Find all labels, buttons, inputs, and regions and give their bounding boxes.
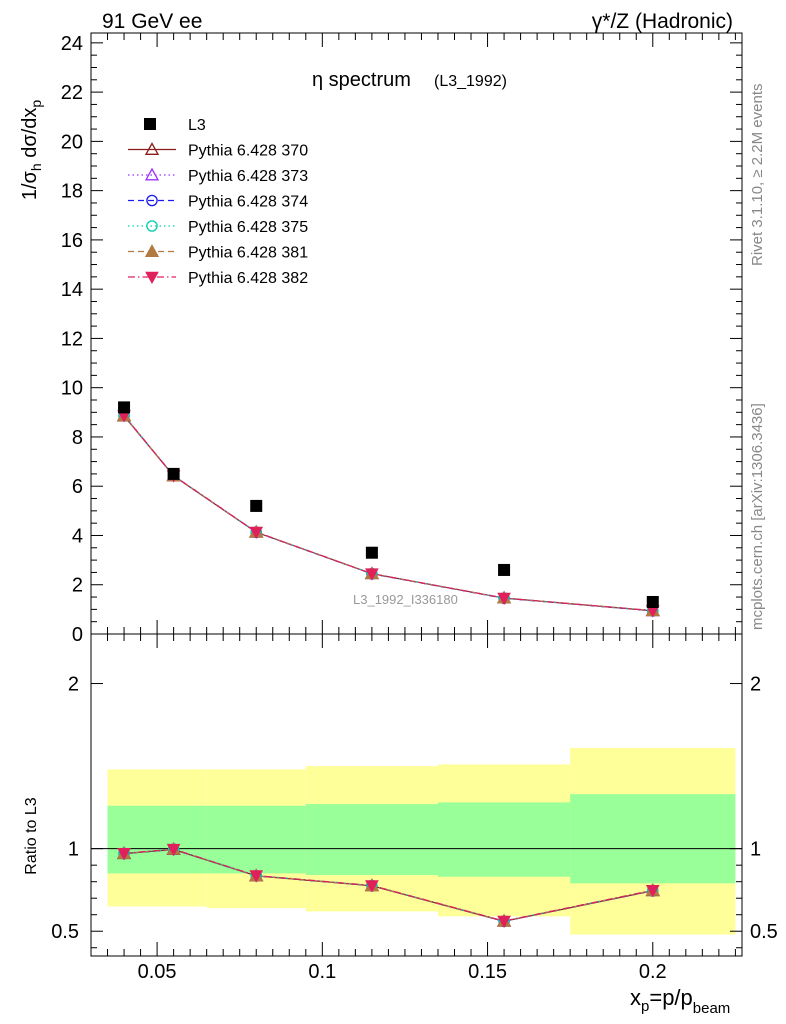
- main-ytick-label: 12: [61, 328, 83, 350]
- ratio-point-382: [249, 870, 264, 883]
- main-ytick-label: 22: [61, 82, 83, 104]
- data-point: [365, 546, 378, 559]
- main-ytick-label: 6: [72, 476, 83, 498]
- legend-marker: [146, 220, 158, 232]
- main-ytick-label: 10: [61, 378, 83, 400]
- xtick-label: 0.2: [639, 961, 667, 983]
- ratio-series-lines: [123, 848, 653, 922]
- ratio-point-382: [166, 843, 181, 857]
- ratio-frame: [90, 633, 743, 957]
- main-ytick-label: 16: [61, 230, 83, 252]
- legend-marker-data: [144, 118, 156, 130]
- legend-marker: [144, 244, 160, 257]
- rivet-label: Rivet 3.1.10, ≥ 2.2M events: [749, 84, 766, 267]
- legend-label: Pythia 6.428 375: [188, 219, 308, 236]
- inner-band: [107, 805, 207, 874]
- main-ytick-label: 2: [72, 575, 83, 597]
- main-ytick-label: 4: [72, 525, 83, 547]
- xtick-label: 0.1: [308, 961, 336, 983]
- mc-line-375: [123, 414, 653, 612]
- ratio-axes: 0.5 0.5 1 1 2 2 0.05 0.1 0.15 0.2: [51, 634, 778, 983]
- main-ytick-label: 0: [72, 624, 83, 646]
- ratio-ytick-label-right: 2: [750, 674, 761, 696]
- main-title-text: η spectrum: [312, 69, 411, 91]
- mc-line-370: [123, 415, 653, 612]
- mc-line-382: [123, 415, 653, 612]
- ratio-ytick-label-right: 0.5: [750, 921, 778, 943]
- uncertainty-bands: [107, 747, 736, 935]
- ratio-point-382: [645, 884, 660, 898]
- main-watermark: L3_1992_I336180: [353, 592, 458, 607]
- ratio-ytick-label: 1: [68, 839, 79, 861]
- data-point: [646, 595, 659, 608]
- legend-marker: [146, 194, 158, 207]
- main-ytick-label: 24: [61, 33, 83, 55]
- mc-line-373: [123, 415, 653, 612]
- main-title: η spectrum (L3_1992): [312, 69, 507, 91]
- svg-text:1/σh dσ/dxp: 1/σh dσ/dxp: [19, 100, 44, 201]
- ratio-point-382: [117, 847, 131, 861]
- data-point: [498, 563, 511, 576]
- data-point: [250, 499, 263, 512]
- legend-marker: [145, 271, 159, 285]
- inner-band: [305, 804, 438, 876]
- inner-band: [437, 802, 571, 877]
- inner-band: [570, 794, 736, 884]
- legend-label: Pythia 6.428 381: [188, 245, 308, 262]
- mc-line-381: [123, 415, 653, 612]
- mc-point-382: [497, 592, 511, 606]
- mcplots-label: mcplots.cern.ch [arXiv:1306.3436]: [749, 403, 766, 630]
- legend-label-data: L3: [188, 117, 206, 134]
- legend-label: Pythia 6.428 373: [188, 168, 308, 185]
- legend-marker: [144, 167, 160, 181]
- main-ytick-label: 18: [61, 181, 83, 203]
- svg-text:xp=p/pbeam: xp=p/pbeam: [630, 985, 730, 1017]
- main-ytick-label: 14: [61, 279, 83, 301]
- main-title-suffix: (L3_1992): [434, 73, 507, 90]
- ratio-point-382: [497, 915, 511, 929]
- ratio-series-markers: [116, 841, 660, 929]
- ratio-ylabel: Ratio to L3: [23, 797, 40, 874]
- legend-label: Pythia 6.428 374: [188, 194, 308, 211]
- mc-point-382: [249, 526, 264, 540]
- xtick-label: 0.05: [138, 961, 177, 983]
- xtick-label: 0.15: [468, 961, 507, 983]
- legend-label: Pythia 6.428 370: [188, 143, 308, 160]
- x-axis-label: xp=p/pbeam: [630, 985, 730, 1017]
- legend: L3 Pythia 6.428 370 Pythia 6.428 373 Pythia…: [128, 117, 308, 287]
- mc-series-markers: [116, 408, 660, 618]
- ratio-plot-panel: 0.5 0.5 1 1 2 2 0.05 0.1 0.15 0.2: [51, 633, 778, 983]
- mc-series-lines: [123, 414, 653, 612]
- ratio-ytick-label-right: 1: [750, 839, 761, 861]
- ratio-ytick-label: 0.5: [51, 921, 79, 943]
- main-ylabel: 1/σh dσ/dxp: [19, 100, 44, 201]
- header-left: 91 GeV ee: [102, 10, 202, 33]
- ratio-line-382: [123, 848, 653, 922]
- inner-band: [206, 805, 306, 874]
- main-ytick-label: 20: [61, 131, 83, 153]
- data-points: [118, 401, 659, 608]
- legend-label: Pythia 6.428 382: [188, 270, 308, 287]
- mc-point-382: [365, 568, 379, 581]
- mc-line-374: [123, 415, 653, 612]
- data-point: [167, 467, 180, 480]
- ratio-point-382: [365, 880, 379, 893]
- main-ytick-label: 8: [72, 427, 83, 449]
- legend-marker: [144, 142, 160, 155]
- ratio-ytick-label: 2: [68, 674, 79, 696]
- data-point: [118, 401, 131, 414]
- header-right: γ*/Z (Hadronic): [592, 10, 733, 33]
